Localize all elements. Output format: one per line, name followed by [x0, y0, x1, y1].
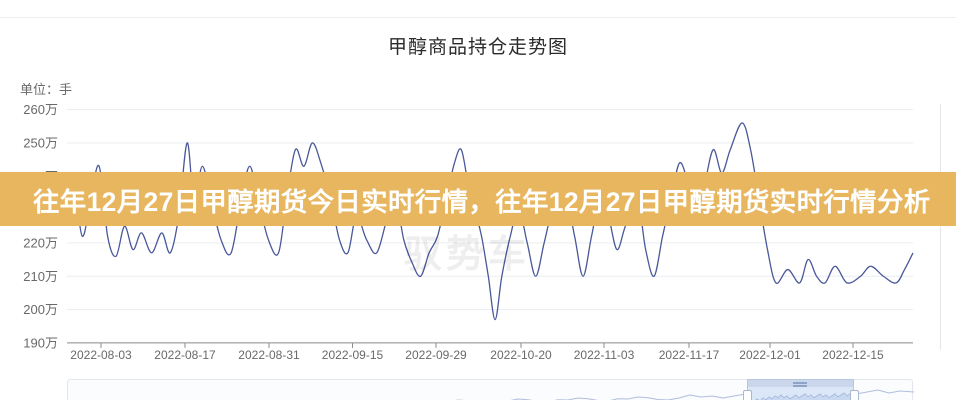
svg-text:2022-08-17: 2022-08-17: [154, 348, 216, 362]
svg-text:2022-09-29: 2022-09-29: [405, 348, 467, 362]
svg-text:2022-11-03: 2022-11-03: [574, 348, 635, 362]
svg-text:2022-12-15: 2022-12-15: [822, 348, 884, 362]
svg-text:2022-10-20: 2022-10-20: [490, 348, 552, 362]
svg-text:2022-08-03: 2022-08-03: [70, 348, 132, 362]
svg-text:200万: 200万: [23, 302, 58, 317]
svg-text:250万: 250万: [23, 136, 58, 151]
svg-text:220万: 220万: [23, 235, 58, 250]
svg-text:2022-08-31: 2022-08-31: [238, 348, 300, 362]
svg-text:2022-12-01: 2022-12-01: [739, 348, 801, 362]
svg-text:190万: 190万: [23, 335, 58, 350]
svg-text:2022-09-15: 2022-09-15: [322, 348, 384, 362]
svg-text:2022-11-17: 2022-11-17: [659, 348, 720, 362]
svg-text:210万: 210万: [23, 269, 58, 284]
svg-text:260万: 260万: [23, 102, 58, 117]
